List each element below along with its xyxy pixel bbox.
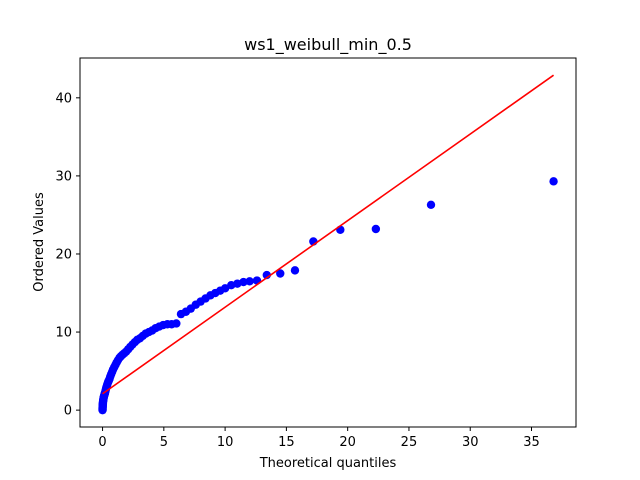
x-tick-label: 10 (217, 435, 234, 450)
data-point (172, 319, 181, 328)
x-axis-label: Theoretical quantiles (259, 456, 397, 471)
y-tick-label: 40 (55, 91, 72, 106)
x-tick-label: 25 (401, 435, 418, 450)
axes-frame (79, 57, 577, 428)
x-tick-label: 35 (523, 435, 540, 450)
data-point (426, 200, 436, 209)
x-tick-label: 30 (462, 435, 479, 450)
y-tick-label: 20 (55, 247, 72, 262)
data-point (371, 224, 381, 234)
data-point (239, 277, 248, 287)
data-point (549, 177, 558, 186)
data-point (276, 269, 285, 278)
y-tick-label: 30 (55, 169, 72, 184)
data-point (336, 225, 345, 234)
x-tick-label: 20 (339, 435, 356, 450)
axis-ticks: 0 5 10 15 20 25 30 35 0 10 20 30 40 (55, 91, 539, 450)
data-point (290, 266, 300, 275)
data-point (245, 277, 254, 286)
x-tick-label: 5 (160, 435, 168, 450)
y-axis-label: Ordered Values (32, 192, 47, 292)
fit-line (102, 74, 555, 395)
y-tick-label: 0 (64, 404, 72, 419)
x-tick-label: 0 (98, 435, 106, 450)
chart-title: ws1_weibull_min_0.5 (244, 35, 412, 55)
x-tick-label: 15 (278, 435, 295, 450)
y-tick-label: 10 (55, 326, 72, 341)
plot-area (98, 74, 558, 415)
